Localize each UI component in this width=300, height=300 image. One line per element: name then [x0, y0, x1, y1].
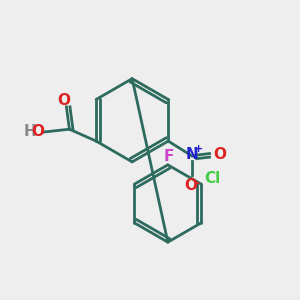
Text: F: F: [163, 149, 174, 164]
Text: H: H: [24, 124, 37, 139]
Text: O: O: [32, 124, 45, 139]
Text: O: O: [213, 147, 226, 162]
Text: -: -: [195, 177, 200, 190]
Text: +: +: [194, 144, 203, 154]
Text: O: O: [57, 93, 70, 108]
Text: Cl: Cl: [205, 171, 221, 186]
Text: O: O: [184, 178, 198, 193]
Text: N: N: [186, 147, 198, 162]
